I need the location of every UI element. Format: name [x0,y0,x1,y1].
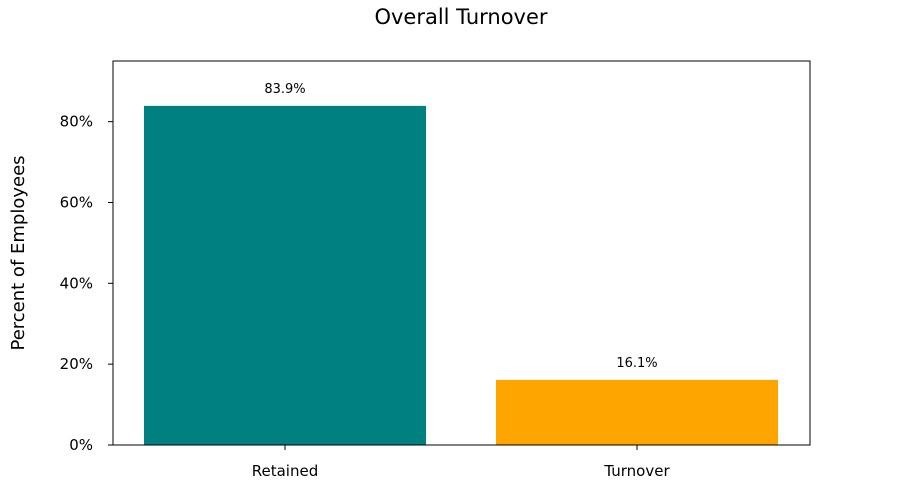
axis-ticks-group: 0% 20% 40% 60% 80% Retained Turnover [60,113,671,480]
data-label: 83.9% [264,82,305,97]
y-tick-label: 80% [60,113,93,131]
bar-turnover [496,379,778,445]
y-tick-label: 0% [69,436,93,454]
bars-group [144,105,778,445]
y-axis-label: Percent of Employees [8,155,29,350]
plot-frame [112,60,811,446]
data-labels-group: 83.9% 16.1% [264,82,657,371]
y-tick-label: 20% [60,355,93,373]
data-label: 16.1% [616,356,657,371]
x-tick-label: Turnover [603,462,670,480]
y-tick-label: 40% [60,274,93,292]
chart-title: Overall Turnover [374,5,547,29]
bar-retained [144,105,426,445]
y-tick-label: 60% [60,193,93,211]
x-tick-label: Retained [252,462,318,480]
